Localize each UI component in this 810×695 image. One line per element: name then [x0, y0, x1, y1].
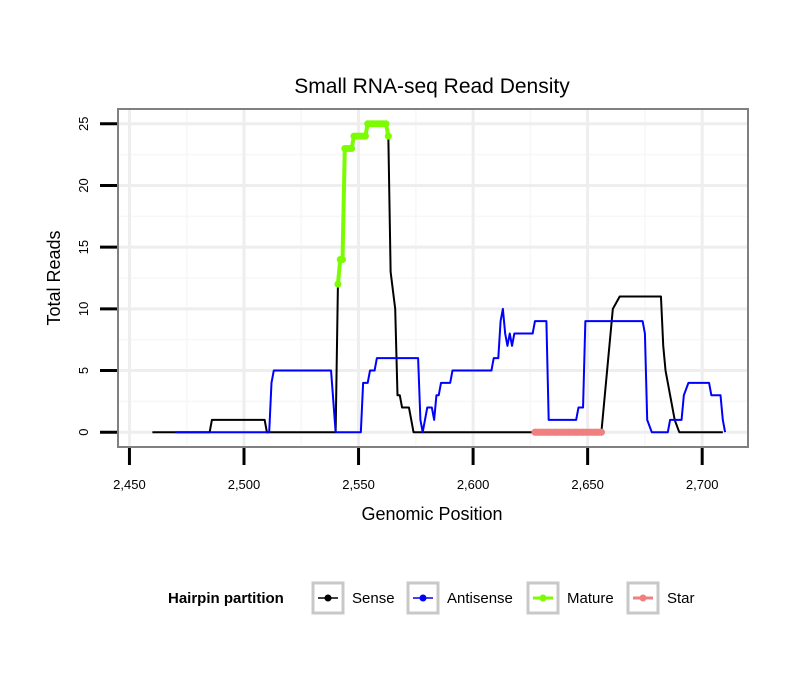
legend-entries: Sense Antisense Mature Star	[311, 581, 695, 615]
legend-key-point	[419, 594, 427, 602]
axis-layer: 0 5 10 15 20 25 2,450 2,500 2,550 2,600 2,650 2,700	[76, 117, 718, 492]
series-star	[531, 428, 605, 436]
x-tick-label: 2,700	[686, 477, 719, 492]
legend-key-point	[324, 594, 332, 602]
y-tick-label: 25	[76, 117, 91, 131]
data-point-star	[538, 428, 546, 436]
x-tick-label: 2,550	[342, 477, 375, 492]
y-tick-label: 5	[76, 367, 91, 374]
series-antisense	[175, 307, 727, 434]
data-point-star	[579, 428, 587, 436]
x-tick-label: 2,600	[457, 477, 490, 492]
data-point-star	[565, 428, 573, 436]
y-tick-label: 10	[76, 302, 91, 316]
legend-label: Mature	[567, 590, 614, 607]
data-point-star	[545, 428, 553, 436]
data-point-star	[552, 428, 560, 436]
x-tick-label: 2,650	[571, 477, 604, 492]
series-mature	[334, 120, 392, 288]
plot-panel-border	[117, 108, 749, 448]
data-point-mature	[382, 120, 390, 128]
data-point-star	[586, 428, 594, 436]
chart-title: Small RNA-seq Read Density	[294, 75, 570, 98]
x-tick-label: 2,500	[228, 477, 261, 492]
legend: Hairpin partition Sense Antisense Mature St…	[168, 581, 695, 615]
y-tick-label: 20	[76, 178, 91, 192]
legend-label: Antisense	[447, 590, 513, 607]
legend-key-point	[639, 594, 647, 602]
y-axis-label: Total Reads	[44, 230, 64, 325]
data-point-star	[572, 428, 580, 436]
series-layer	[152, 120, 727, 436]
data-point-mature	[361, 132, 369, 140]
data-point-mature	[384, 132, 392, 140]
data-point-star	[531, 428, 539, 436]
x-tick-label: 2,450	[113, 477, 146, 492]
legend-label: Star	[667, 590, 695, 607]
y-tick-label: 0	[76, 429, 91, 436]
y-tick-label: 15	[76, 240, 91, 254]
legend-entry-sense: Sense	[311, 581, 395, 615]
legend-title: Hairpin partition	[168, 590, 284, 607]
legend-entry-star: Star	[626, 581, 695, 615]
legend-label: Sense	[352, 590, 395, 607]
series-sense	[152, 122, 723, 434]
legend-key-point	[539, 594, 547, 602]
series-line-sense	[152, 122, 723, 434]
data-point-star	[597, 428, 605, 436]
data-point-star	[558, 428, 566, 436]
series-line-antisense	[175, 307, 727, 434]
data-point-mature	[339, 255, 347, 263]
data-point-mature	[334, 280, 342, 288]
legend-entry-mature: Mature	[526, 581, 614, 615]
data-point-mature	[348, 144, 356, 152]
x-axis-label: Genomic Position	[361, 504, 502, 524]
legend-entry-antisense: Antisense	[406, 581, 513, 615]
